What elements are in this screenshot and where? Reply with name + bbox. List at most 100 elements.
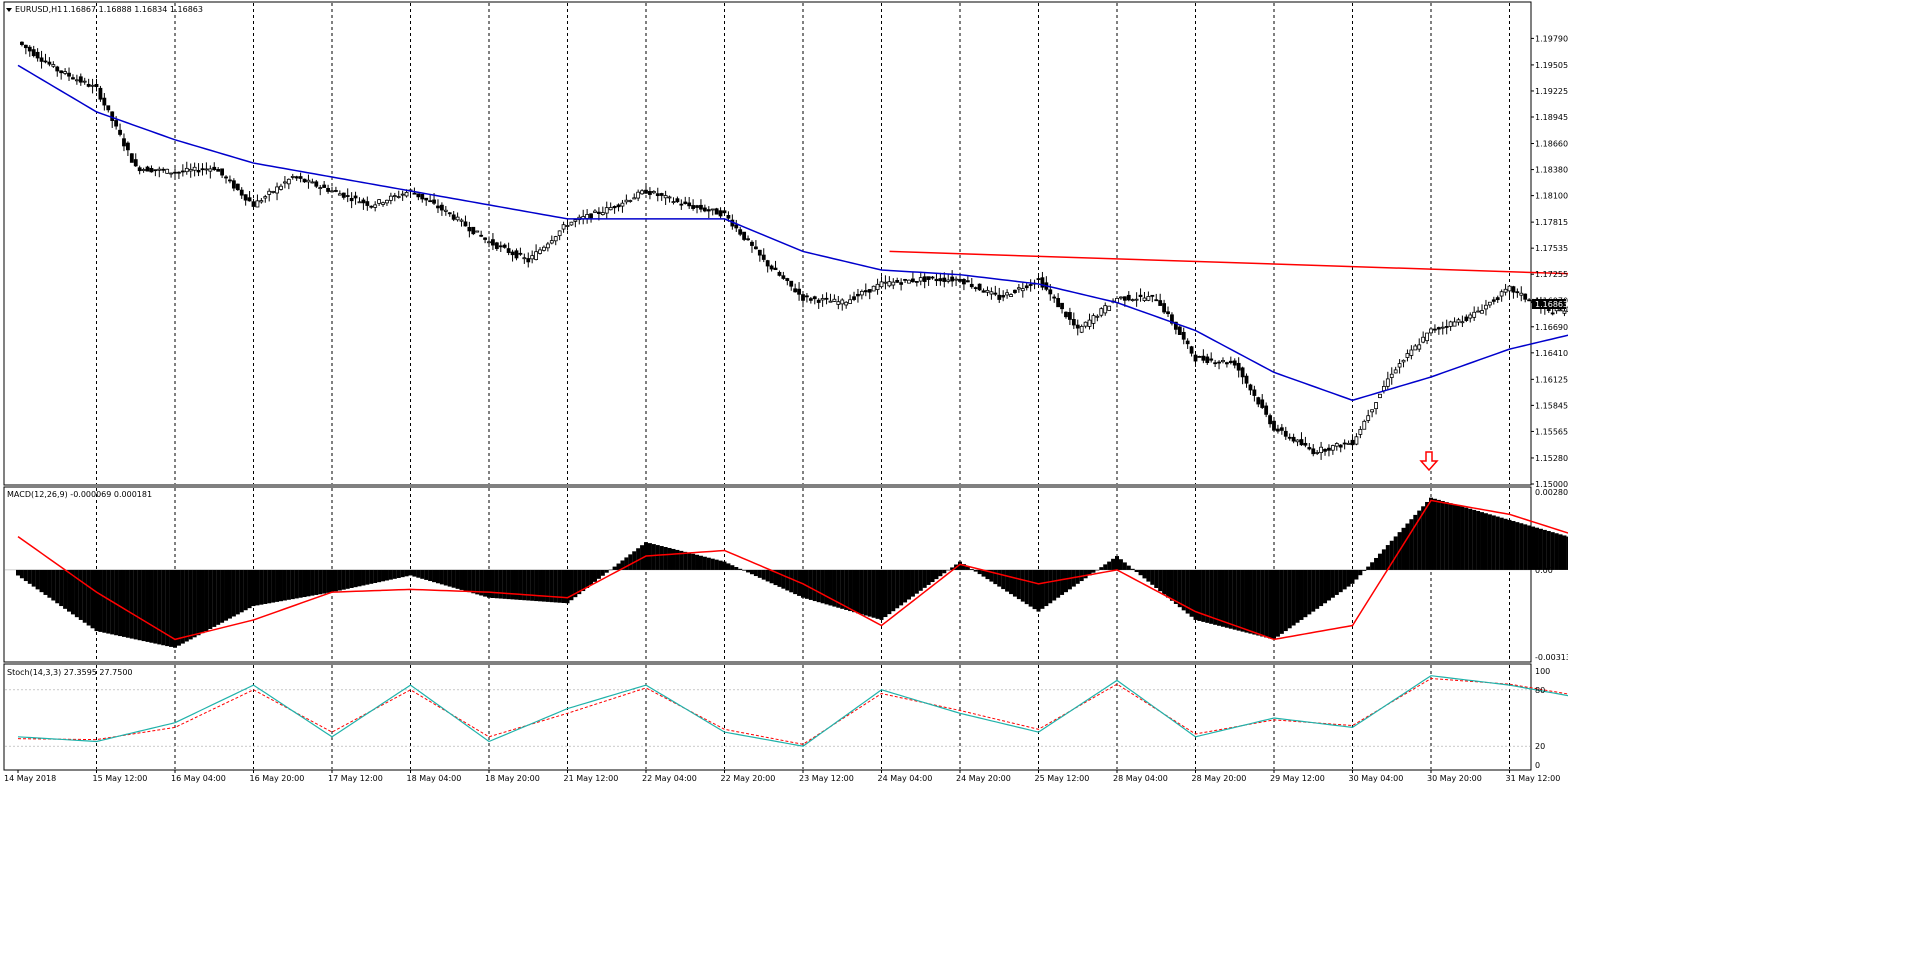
macd-bar	[1040, 569, 1045, 609]
macd-bar	[722, 561, 727, 570]
macd-bar	[216, 569, 221, 625]
dropdown-triangle-icon[interactable]	[6, 8, 12, 12]
candle-body	[412, 192, 417, 195]
macd-bar	[490, 569, 495, 598]
macd-bar	[950, 567, 955, 570]
candle-body	[455, 216, 460, 221]
candle-body	[334, 190, 338, 192]
macd-bar	[1385, 545, 1390, 570]
macd-bar	[396, 569, 401, 578]
candle-body	[47, 61, 52, 65]
candle-body	[683, 201, 688, 204]
macd-bar	[176, 569, 181, 646]
macd-bar	[1393, 536, 1398, 570]
macd-bar	[1001, 569, 1006, 590]
macd-bar	[94, 569, 99, 632]
macd-bar	[1534, 527, 1539, 570]
macd-bar	[278, 569, 283, 602]
macd-bar	[1201, 569, 1206, 622]
macd-bar	[589, 569, 594, 585]
macd-bar	[188, 569, 193, 640]
macd-bar	[746, 569, 751, 573]
macd-bar	[1354, 569, 1359, 580]
candle-body	[1087, 319, 1092, 327]
macd-bar	[973, 569, 978, 572]
candle-body	[1193, 354, 1198, 362]
candle-body	[750, 241, 754, 246]
candle-body	[1103, 305, 1108, 314]
candle-body	[275, 186, 279, 194]
candle-body	[224, 176, 228, 179]
candle-body	[341, 192, 346, 198]
macd-bar	[541, 569, 546, 602]
candle-body	[1020, 288, 1025, 292]
candle-body	[1122, 296, 1127, 301]
candle-body	[1374, 402, 1378, 410]
candle-body	[149, 168, 154, 173]
candle-body	[63, 71, 67, 74]
macd-bar	[1495, 516, 1500, 570]
macd-bar	[765, 569, 770, 582]
candle-body	[381, 202, 385, 205]
candle-body	[330, 190, 334, 193]
candle-body	[235, 183, 240, 191]
macd-bar	[318, 569, 323, 595]
macd-bar	[557, 569, 562, 603]
candle-body	[404, 191, 409, 197]
trading-chart[interactable]: 1.19790 1.19505 1.19225 1.18945 1.18660 1.183…	[0, 0, 1568, 790]
candle-body	[447, 212, 452, 215]
candle-body	[1287, 436, 1292, 439]
macd-bar	[365, 569, 370, 585]
time-label: 15 May 12:00	[93, 774, 148, 783]
candle-body	[145, 166, 150, 172]
macd-bar	[118, 569, 123, 637]
macd-bar	[887, 569, 892, 615]
macd-bar	[133, 569, 138, 640]
macd-bar	[773, 569, 778, 586]
macd-bar	[1181, 569, 1186, 611]
macd-bar	[903, 569, 908, 603]
candle-body	[773, 267, 778, 271]
macd-bar	[781, 569, 786, 589]
macd-bar	[459, 569, 464, 590]
macd-bar	[958, 561, 962, 570]
candle-body	[1083, 321, 1088, 327]
candle-body	[1472, 311, 1477, 318]
macd-bar	[969, 569, 974, 570]
candle-body	[962, 279, 966, 285]
macd-bar	[432, 569, 437, 583]
macd-bar	[679, 550, 684, 570]
macd-bar	[534, 569, 539, 602]
candle-body	[255, 200, 260, 208]
macd-bar	[1444, 502, 1449, 570]
macd-bar	[157, 569, 162, 645]
macd-bar	[569, 569, 574, 601]
candle-body	[616, 204, 621, 208]
candle-body	[177, 171, 181, 174]
macd-bar	[844, 569, 849, 610]
macd-bar	[1483, 513, 1488, 570]
candle-body	[918, 277, 923, 282]
macd-bar	[1499, 517, 1504, 570]
candle-body	[867, 289, 872, 293]
candle-body	[400, 193, 405, 196]
candle-body	[86, 83, 91, 87]
macd-bar	[1374, 557, 1379, 570]
candle-body	[1311, 448, 1316, 455]
candle-body	[585, 214, 590, 219]
candle-body	[365, 201, 370, 206]
macd-bar	[451, 569, 456, 588]
stoch-axis: 100 80 20 0	[1535, 667, 1550, 770]
candle-body	[43, 60, 48, 63]
candle-body	[326, 187, 330, 192]
candle-body	[228, 179, 232, 182]
macd-bar	[1056, 569, 1061, 598]
macd-bar	[231, 569, 236, 617]
macd-bar	[628, 554, 633, 570]
macd-bar	[663, 547, 668, 570]
candle-body	[1527, 299, 1532, 302]
candle-body	[1260, 399, 1265, 408]
candle-body	[907, 279, 911, 284]
candle-body	[290, 175, 295, 178]
time-label: 22 May 04:00	[642, 774, 697, 783]
